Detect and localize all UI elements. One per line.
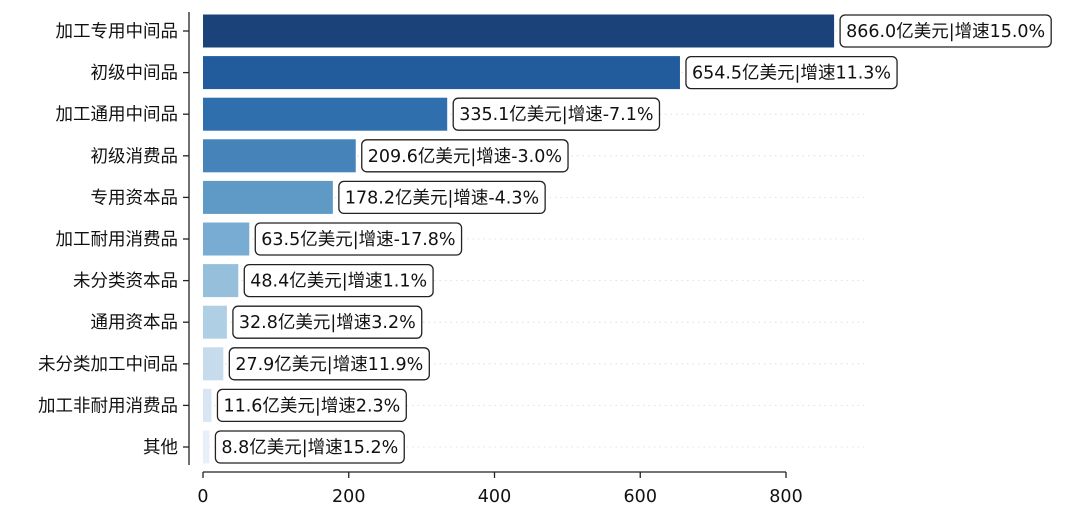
x-tick-label: 400 <box>478 487 511 507</box>
data-label-box <box>216 388 407 423</box>
data-label-box <box>338 180 546 215</box>
category-label: 初级中间品 <box>91 64 179 84</box>
category-label: 未分类加工中间品 <box>38 355 178 375</box>
data-label-box <box>214 430 405 464</box>
data-label-text: 27.9亿美元|增速11.9% <box>235 355 423 375</box>
bar <box>203 430 210 464</box>
data-label-text: 48.4亿美元|增速1.1% <box>250 272 427 292</box>
data-label: 8.8亿美元|增速15.2% <box>214 430 405 464</box>
data-label: 48.4亿美元|增速1.1% <box>243 263 434 298</box>
bar <box>203 139 356 173</box>
category-label: 通用资本品 <box>91 313 179 333</box>
data-label-text: 8.8亿美元|增速15.2% <box>221 438 398 458</box>
data-label: 654.5亿美元|增速11.3% <box>685 55 898 90</box>
bar <box>203 347 224 381</box>
data-label-box <box>452 97 661 131</box>
data-label-box <box>685 55 898 90</box>
category-label: 加工通用中间品 <box>56 105 179 125</box>
data-labels: 866.0亿美元|增速15.0% 654.5亿美元|增速11.3% 335.1亿美元… <box>214 14 1052 464</box>
data-label: 866.0亿美元|增速15.0% <box>839 14 1052 48</box>
data-label-box <box>839 14 1052 48</box>
bars <box>203 14 835 464</box>
category-label: 加工专用中间品 <box>56 22 179 42</box>
x-tick-label: 0 <box>197 487 208 507</box>
bar <box>203 222 250 256</box>
data-label-box <box>228 347 430 381</box>
data-label-text: 32.8亿美元|增速3.2% <box>239 313 416 333</box>
bar <box>203 180 333 214</box>
data-label: 27.9亿美元|增速11.9% <box>228 347 430 381</box>
category-label: 加工非耐用消费品 <box>38 396 178 416</box>
data-label: 335.1亿美元|增速-7.1% <box>452 97 661 131</box>
data-label: 178.2亿美元|增速-4.3% <box>338 180 546 215</box>
bar <box>203 56 680 90</box>
data-label: 63.5亿美元|增速-17.8% <box>254 222 463 256</box>
bar <box>203 97 448 131</box>
data-label-box <box>232 305 423 339</box>
bar <box>203 388 212 422</box>
category-label: 专用资本品 <box>91 188 179 208</box>
data-label-text: 654.5亿美元|增速11.3% <box>692 64 891 84</box>
x-tick-label: 600 <box>624 487 657 507</box>
category-label: 加工耐用消费品 <box>56 230 179 250</box>
data-label: 11.6亿美元|增速2.3% <box>216 388 407 423</box>
bar <box>203 14 835 48</box>
bar <box>203 264 239 298</box>
data-label-text: 11.6亿美元|增速2.3% <box>223 396 400 416</box>
data-label-text: 63.5亿美元|增速-17.8% <box>261 230 455 250</box>
category-label: 初级消费品 <box>91 147 179 167</box>
data-label-text: 866.0亿美元|增速15.0% <box>846 22 1045 42</box>
data-label-box <box>361 139 569 173</box>
x-tick-label: 200 <box>332 487 365 507</box>
data-label: 32.8亿美元|增速3.2% <box>232 305 423 339</box>
bar <box>203 305 227 339</box>
category-label: 其他 <box>143 438 178 458</box>
axes: 0 200 400 600 800 加工专用中间品初级中间品加工通用中间品初级消费品专用资… <box>38 12 803 507</box>
data-label: 209.6亿美元|增速-3.0% <box>361 139 569 173</box>
data-label-text: 209.6亿美元|增速-3.0% <box>368 147 562 167</box>
data-label-box <box>243 263 434 298</box>
data-label-box <box>254 222 463 256</box>
data-label-text: 335.1亿美元|增速-7.1% <box>459 105 653 125</box>
category-label: 未分类资本品 <box>73 272 178 292</box>
data-label-text: 178.2亿美元|增速-4.3% <box>345 188 539 208</box>
x-tick-label: 800 <box>769 487 802 507</box>
